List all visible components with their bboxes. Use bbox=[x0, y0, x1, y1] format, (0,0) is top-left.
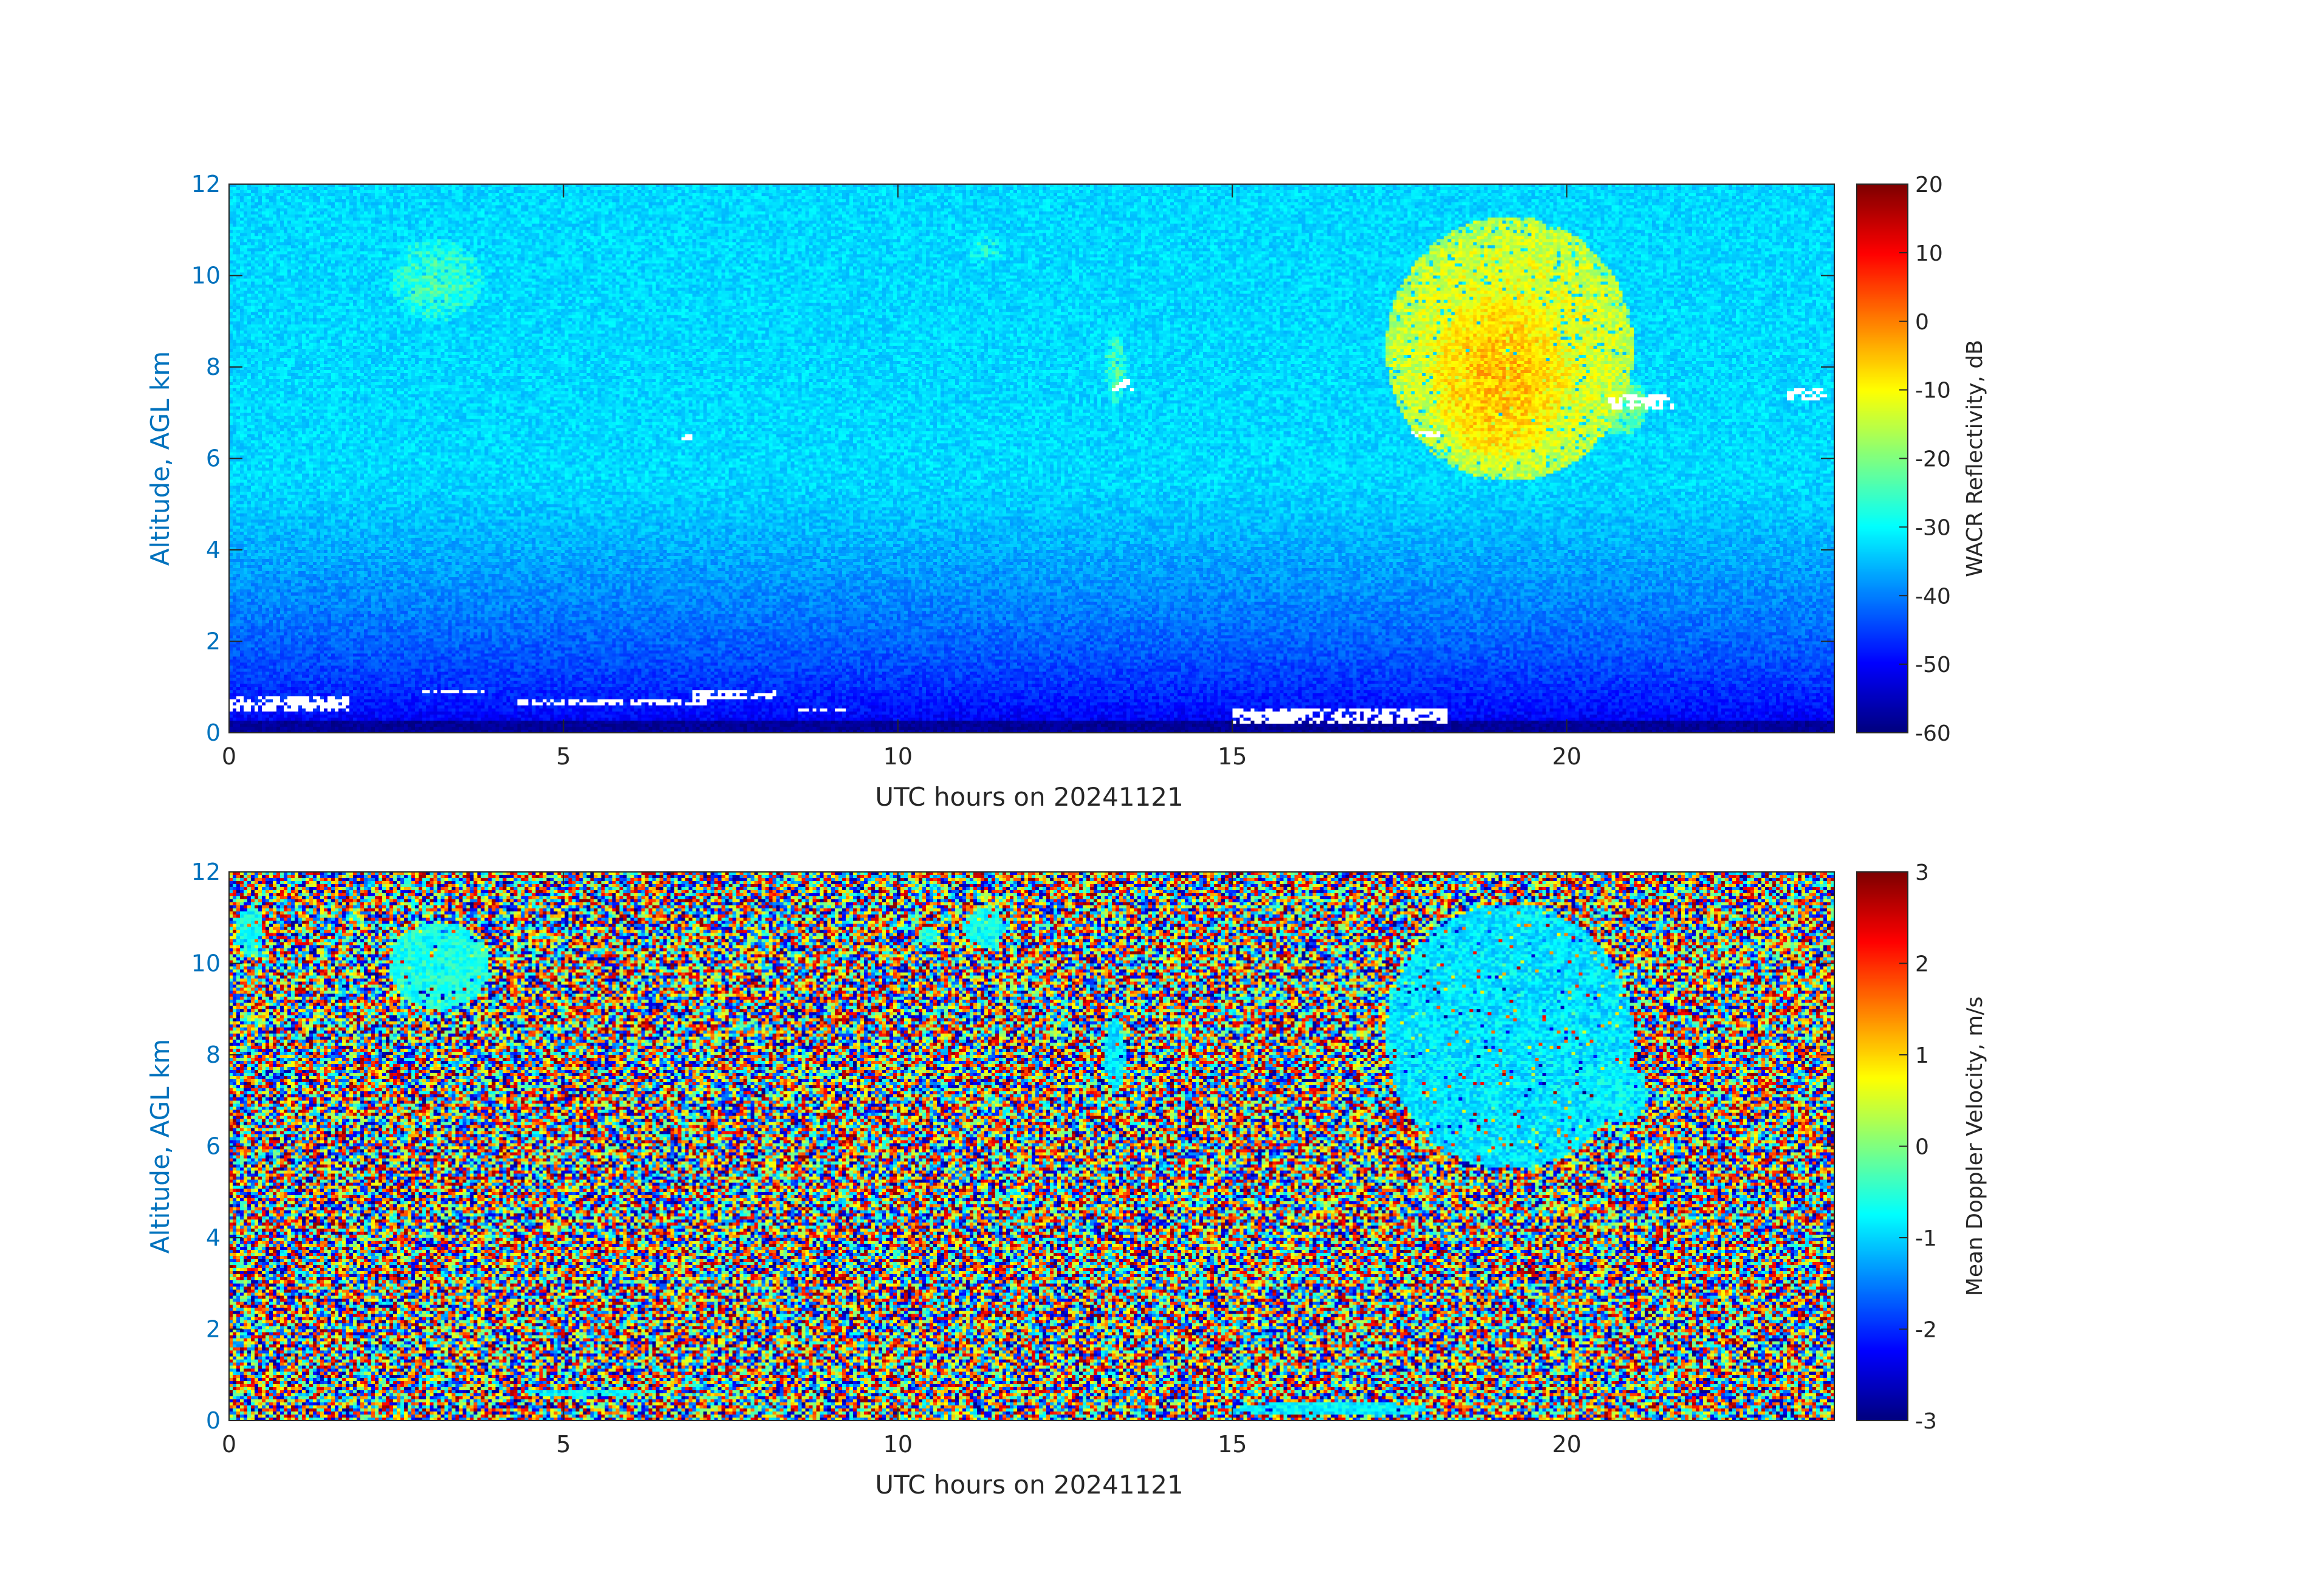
colorbar-label: WACR Reflectivity, dB bbox=[1962, 340, 1987, 577]
y-tick-label: 2 bbox=[206, 1316, 221, 1343]
colorbar-tick-label: 3 bbox=[1915, 860, 1929, 885]
x-tick-label: 15 bbox=[1218, 743, 1247, 770]
colorbar-tick-label: -60 bbox=[1915, 721, 1951, 746]
y-tick-label: 0 bbox=[206, 1407, 221, 1434]
y-tick-label: 10 bbox=[191, 262, 221, 289]
y-tick-label: 10 bbox=[191, 950, 221, 977]
colorbar-tick-label: 2 bbox=[1915, 952, 1929, 977]
x-tick-label: 0 bbox=[222, 743, 236, 770]
colorbar-tick-label: -20 bbox=[1915, 447, 1951, 472]
colorbar-tick-label: 0 bbox=[1915, 310, 1929, 335]
panel-1: 0 5 10 15 20 0 2 4 6 8 10 12 UTC hours on 20241121 Al… bbox=[145, 171, 1987, 812]
colorbar-tick-label: -2 bbox=[1915, 1318, 1937, 1343]
colorbar-tick-label: 20 bbox=[1915, 173, 1943, 197]
colorbar-tick-label: -40 bbox=[1915, 584, 1951, 609]
x-tick-label: 20 bbox=[1552, 1431, 1581, 1458]
y-tick-label: 4 bbox=[206, 537, 221, 563]
x-tick-label: 20 bbox=[1552, 743, 1581, 770]
colorbar-tick-label: -30 bbox=[1915, 515, 1951, 540]
y-tick-label: 4 bbox=[206, 1224, 221, 1251]
y-tick-label: 2 bbox=[206, 628, 221, 655]
colorbar-tick-label: -3 bbox=[1915, 1409, 1937, 1434]
y-axis-label: Altitude, AGL km bbox=[145, 1039, 175, 1254]
colorbar-tick-label: 0 bbox=[1915, 1135, 1929, 1160]
colorbar-label: Mean Doppler Velocity, m/s bbox=[1962, 996, 1987, 1296]
colorbar-tick-label: 1 bbox=[1915, 1043, 1929, 1068]
y-tick-label: 12 bbox=[191, 171, 221, 197]
y-tick-label: 6 bbox=[206, 445, 221, 472]
heatmap-image bbox=[229, 872, 1834, 1421]
colorbar-tick-label: -10 bbox=[1915, 379, 1951, 403]
colorbar: -3 -2 -1 0 1 2 3 Mean Doppler Velocity, m/s bbox=[1856, 860, 1987, 1434]
y-tick-label: 0 bbox=[206, 719, 221, 746]
heatmap-image bbox=[229, 184, 1834, 733]
x-axis-label: UTC hours on 20241121 bbox=[875, 782, 1184, 812]
y-tick-label: 6 bbox=[206, 1133, 221, 1160]
y-tick-label: 8 bbox=[206, 354, 221, 380]
y-axis-label: Altitude, AGL km bbox=[145, 351, 175, 566]
colorbar: -60 -50 -40 -30 -20 -10 0 10 20 WACR Reflectivity… bbox=[1856, 173, 1987, 746]
colorbar-tick-label: 10 bbox=[1915, 241, 1943, 266]
x-tick-label: 0 bbox=[222, 1431, 236, 1458]
x-tick-label: 10 bbox=[883, 743, 913, 770]
colorbar-tick-label: -50 bbox=[1915, 653, 1951, 677]
x-tick-label: 5 bbox=[556, 743, 571, 770]
x-tick-label: 5 bbox=[556, 1431, 571, 1458]
x-tick-label: 15 bbox=[1218, 1431, 1247, 1458]
colorbar-tick-label: -1 bbox=[1915, 1226, 1937, 1251]
y-tick-label: 12 bbox=[191, 859, 221, 885]
x-axis-label: UTC hours on 20241121 bbox=[875, 1470, 1184, 1500]
y-tick-label: 8 bbox=[206, 1041, 221, 1068]
x-tick-label: 10 bbox=[883, 1431, 913, 1458]
